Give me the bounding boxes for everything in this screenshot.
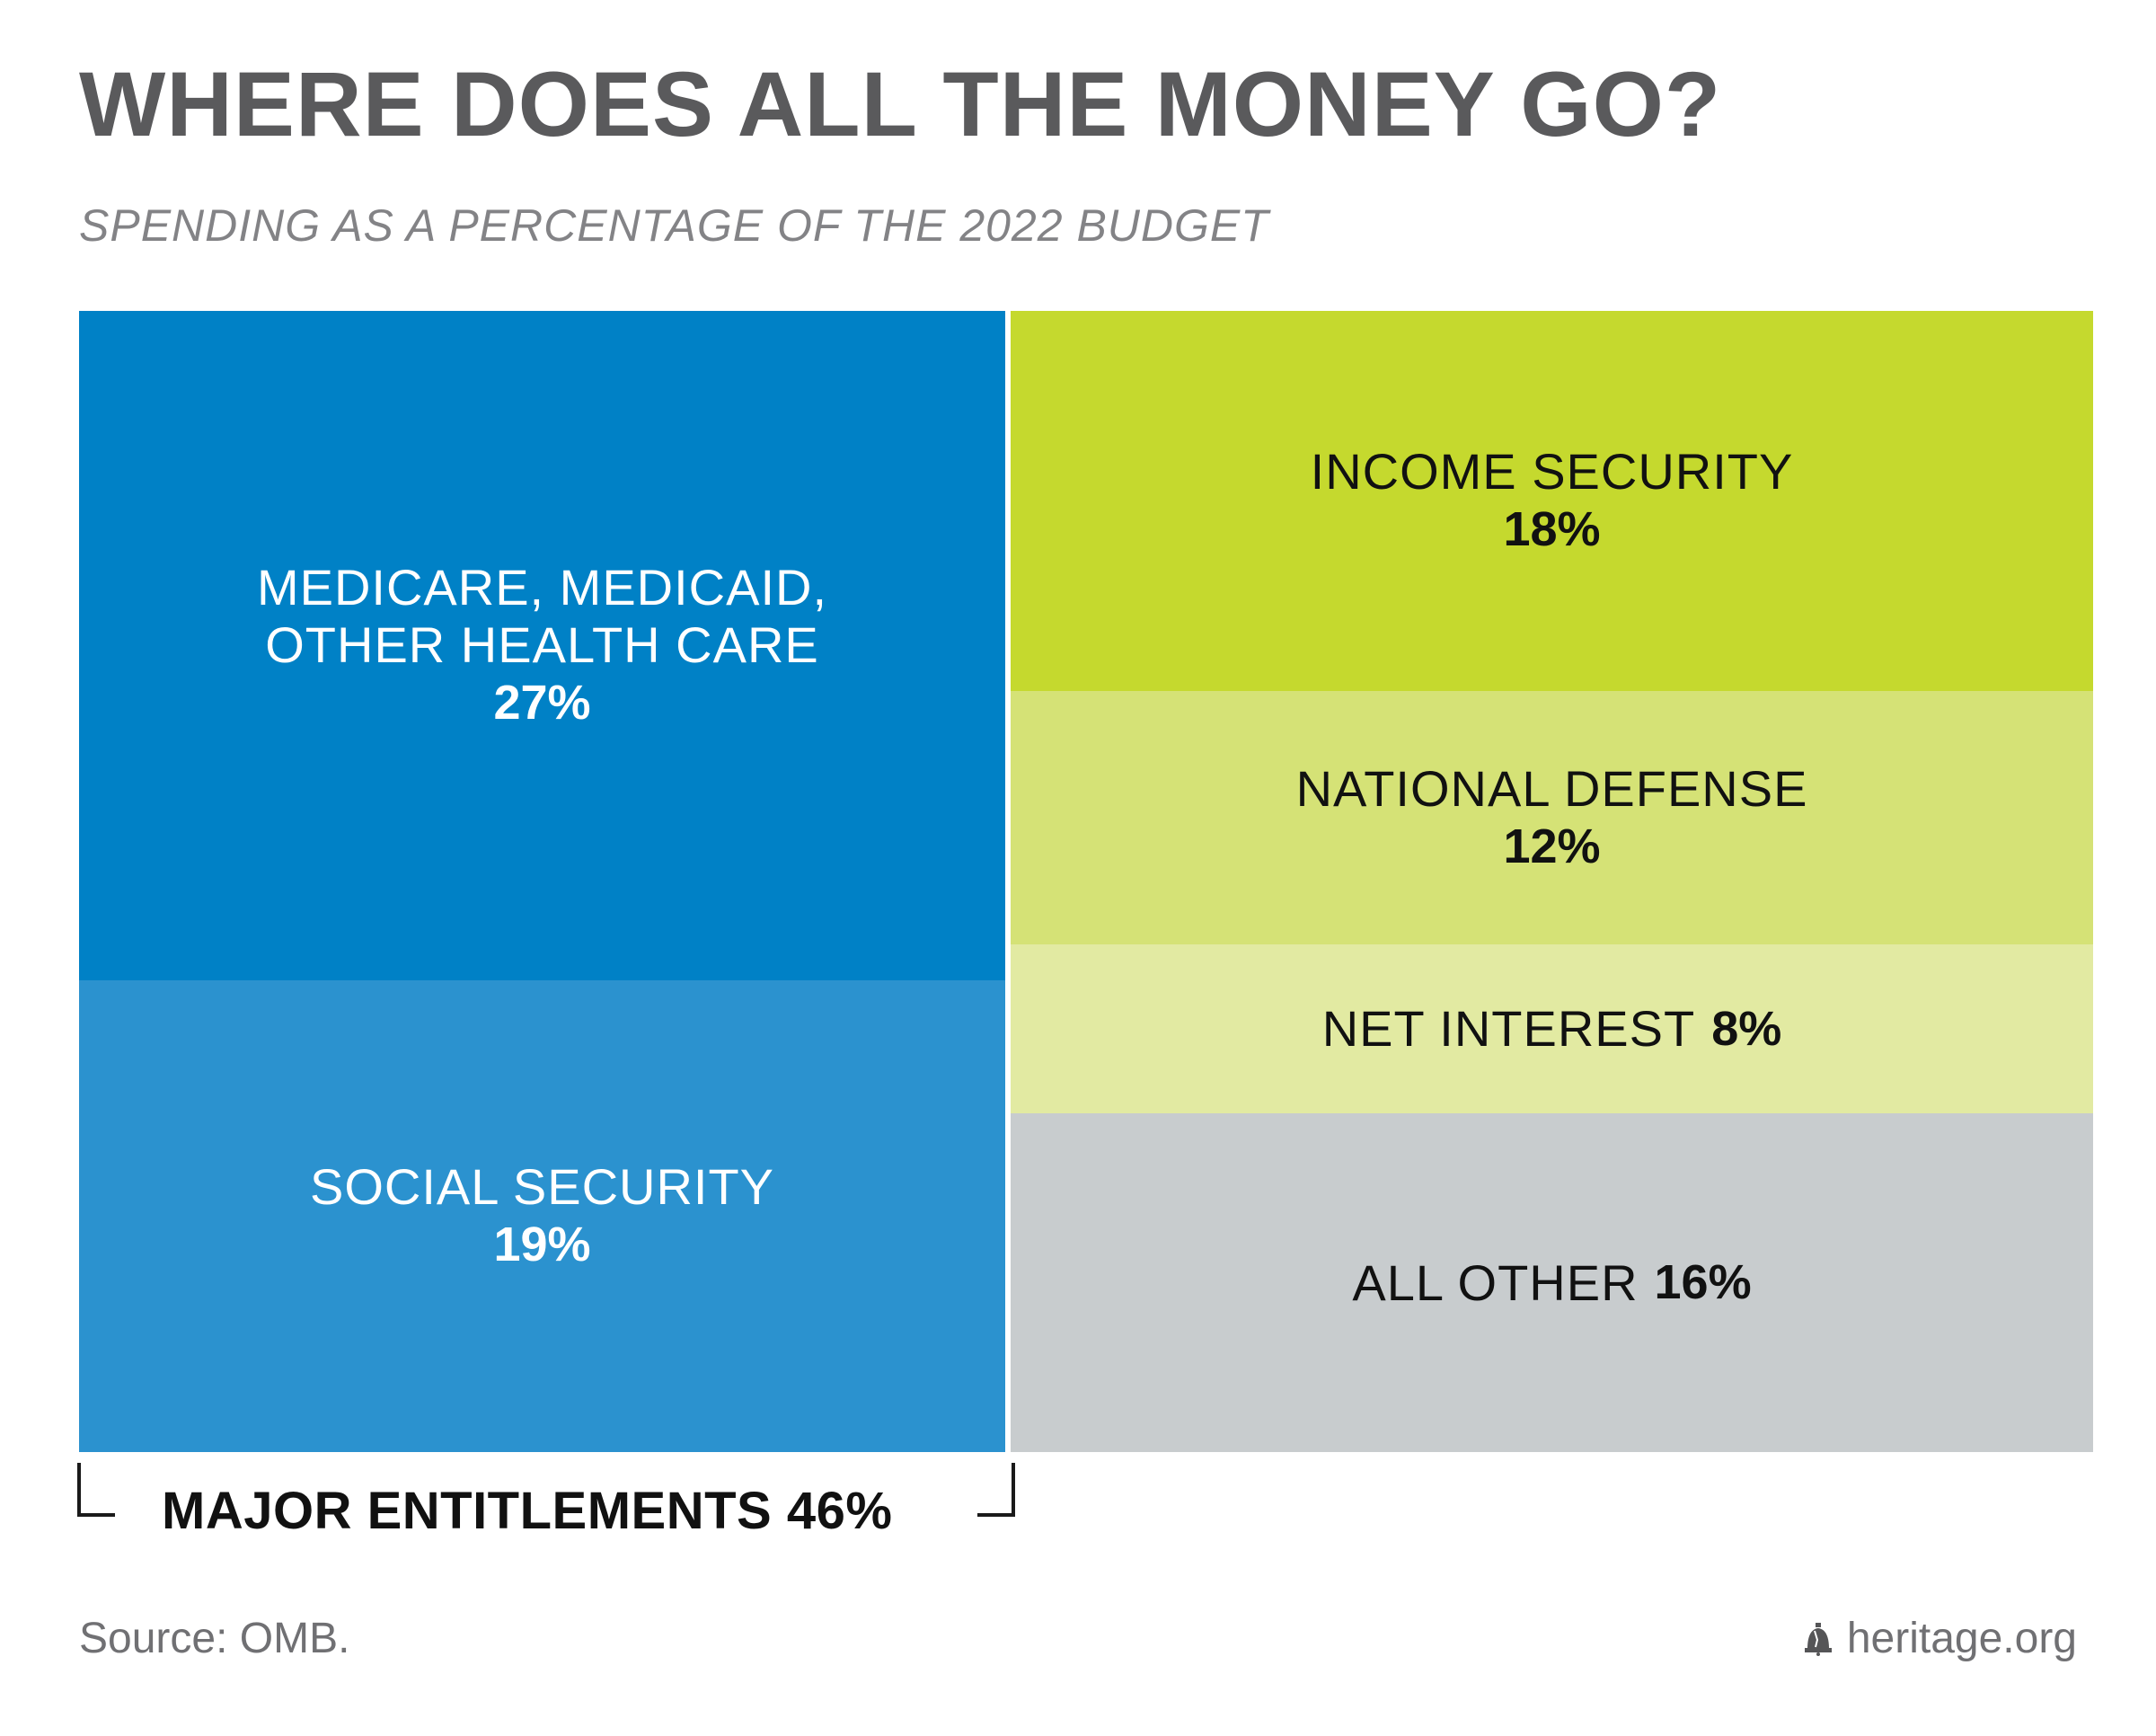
- tile-label: ALL OTHER: [1352, 1253, 1639, 1311]
- chart-subtitle: SPENDING AS A PERCENTAGE OF THE 2022 BUD…: [79, 200, 1269, 251]
- tile-value: 12%: [1503, 819, 1601, 873]
- liberty-bell-icon: [1804, 1622, 1832, 1656]
- tile-label: SOCIAL SECURITY: [309, 1158, 775, 1216]
- tile-all-other: ALL OTHER 16%: [1011, 1113, 2093, 1452]
- tile-value: 18%: [1503, 502, 1601, 557]
- tile-net-interest: NET INTEREST 8%: [1011, 944, 2093, 1113]
- tile-label: NATIONAL DEFENSE: [1295, 759, 1808, 817]
- chart-title: WHERE DOES ALL THE MONEY GO?: [79, 53, 1722, 155]
- bracket-right: [977, 1463, 1015, 1517]
- tile-label: INCOME SECURITY: [1310, 443, 1794, 500]
- bracket-left: [77, 1463, 115, 1517]
- tile-medicare: MEDICARE, MEDICAID, OTHER HEALTH CARE 27%: [79, 311, 1005, 980]
- tile-social-security: SOCIAL SECURITY 19%: [79, 980, 1005, 1452]
- group-annotation-value: 46%: [786, 1482, 893, 1540]
- group-annotation-label: MAJOR ENTITLEMENTS: [162, 1482, 787, 1540]
- tile-income-security: INCOME SECURITY 18%: [1011, 311, 2093, 691]
- tile-value: 19%: [493, 1218, 591, 1272]
- tile-national-defense: NATIONAL DEFENSE 12%: [1011, 691, 2093, 944]
- tile-value: 8%: [1711, 1001, 1782, 1056]
- source-note: Source: OMB.: [79, 1615, 350, 1662]
- tile-value: 16%: [1654, 1255, 1752, 1310]
- brand[interactable]: heritage.org: [1802, 1614, 2077, 1663]
- tile-value: 27%: [493, 675, 591, 730]
- group-annotation: MAJOR ENTITLEMENTS 46%: [162, 1481, 892, 1541]
- tile-label: NET INTEREST: [1321, 1000, 1696, 1058]
- tile-label: MEDICARE, MEDICAID, OTHER HEALTH CARE: [256, 559, 828, 674]
- brand-text: heritage.org: [1846, 1615, 2077, 1662]
